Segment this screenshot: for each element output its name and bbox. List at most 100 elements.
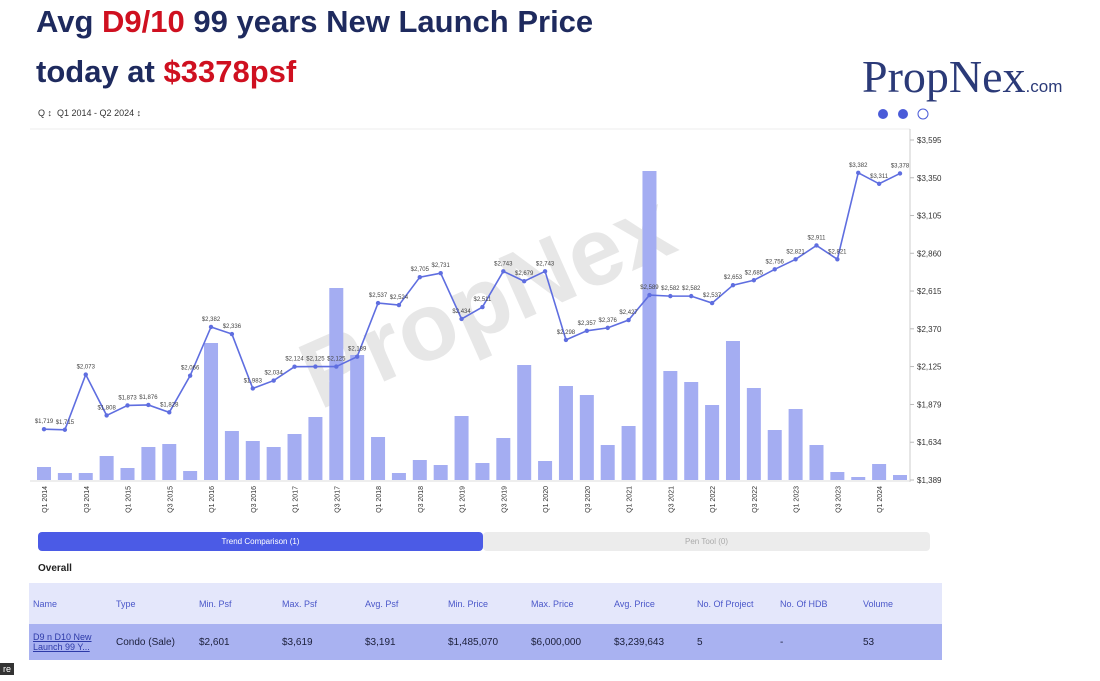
point: [354, 354, 360, 359]
bar: [893, 475, 907, 480]
y-tick-label: $2,615: [917, 287, 942, 296]
data-label: $2,524: [390, 295, 409, 301]
bar: [475, 463, 490, 480]
point: [689, 293, 694, 299]
bar: [224, 431, 239, 480]
period-type[interactable]: Q: [38, 108, 46, 118]
point: [292, 364, 297, 369]
point: [668, 293, 673, 299]
bar: [663, 371, 678, 480]
point: [605, 325, 610, 331]
data-label: $2,679: [515, 271, 534, 277]
x-tick-label: Q1 2018: [376, 486, 383, 513]
bar: [162, 444, 177, 480]
point: [125, 403, 130, 408]
x-tick-label: Q3 2020: [585, 486, 592, 513]
column-header: No. Of HDB: [776, 583, 859, 624]
column-header: Type: [112, 583, 195, 624]
column-header: Min. Price: [444, 583, 527, 624]
point: [41, 426, 47, 432]
table-cell: -: [776, 624, 859, 660]
point: [814, 243, 819, 248]
point: [835, 257, 840, 262]
data-label: $2,911: [808, 235, 827, 241]
tab[interactable]: Pen Tool (0): [483, 532, 930, 551]
bar: [204, 343, 219, 480]
bar: [558, 386, 573, 480]
bar: [37, 467, 51, 480]
chart-tool-icon[interactable]: [917, 108, 929, 120]
table-cell[interactable]: D9 n D10 New Launch 99 Y...: [29, 624, 112, 660]
data-label: $2,685: [745, 270, 764, 276]
x-tick-label: Q3 2015: [167, 486, 174, 513]
table-cell: $3,191: [361, 624, 444, 660]
y-tick-label: $3,595: [917, 136, 942, 145]
data-label: $2,125: [327, 357, 346, 363]
data-label: $2,743: [494, 261, 513, 267]
data-label: $2,298: [557, 330, 576, 336]
point: [62, 427, 68, 432]
data-label: $2,066: [181, 366, 200, 372]
point: [459, 316, 464, 322]
y-tick-label: $1,879: [917, 400, 942, 409]
price-line: [43, 171, 901, 431]
point: [501, 269, 506, 274]
title-text: 99 years New Launch Price: [193, 4, 594, 39]
x-tick-label: Q1 2020: [543, 486, 550, 513]
tab-active[interactable]: Trend Comparison (1): [38, 532, 483, 551]
point: [647, 292, 652, 298]
point: [480, 304, 485, 310]
point: [375, 300, 381, 306]
column-header: No. Of Project: [693, 583, 776, 624]
data-label: $1,719: [35, 419, 54, 425]
point: [772, 267, 777, 272]
data-label: $2,821: [786, 249, 805, 255]
bar: [412, 460, 427, 480]
x-tick-label: Q3 2023: [835, 486, 842, 513]
column-header: Volume: [859, 583, 942, 624]
data-label: $2,582: [661, 286, 680, 292]
table-cell: $3,619: [278, 624, 361, 660]
bar: [767, 430, 782, 480]
point: [334, 364, 339, 369]
header-row: Name Type Min. Psf Max. Psf Avg. Psf Min. Pri…: [29, 583, 942, 624]
point: [730, 282, 736, 288]
x-tick-label: Q1 2023: [794, 486, 801, 513]
bar: [266, 447, 281, 480]
data-label: $2,434: [452, 309, 471, 315]
point: [313, 364, 318, 369]
x-tick-label: Q3 2016: [251, 486, 258, 513]
chart-tool-icon[interactable]: [878, 109, 888, 119]
summary-table: Name Type Min. Psf Max. Psf Avg. Psf Min. Pri…: [29, 583, 942, 660]
data-label: $2,427: [619, 310, 638, 316]
bar: [496, 438, 511, 480]
y-tick-label: $1,634: [917, 438, 942, 447]
bar: [705, 405, 720, 480]
data-label: $2,821: [828, 249, 847, 255]
x-tick-label: Q1 2022: [710, 486, 717, 513]
column-header: Max. Price: [527, 583, 610, 624]
bar: [538, 461, 553, 480]
data-label: $2,589: [640, 285, 659, 291]
point: [563, 337, 569, 343]
x-tick-label: Q3 2021: [668, 486, 675, 513]
data-label: $2,073: [77, 365, 96, 371]
data-label: $2,357: [578, 321, 597, 327]
y-tick-label: $3,105: [917, 212, 942, 221]
period-range[interactable]: Q1 2014 - Q2 2024: [57, 108, 135, 118]
x-tick-label: Q1 2024: [877, 486, 884, 513]
bar: [433, 465, 448, 480]
bar: [371, 437, 386, 480]
y-tick-label: $2,370: [917, 325, 942, 334]
data-label: $2,756: [766, 259, 785, 265]
point: [187, 373, 193, 378]
chart-tool-icon[interactable]: [898, 109, 908, 119]
bar: [809, 445, 824, 480]
period-filter[interactable]: Q ↕ Q1 2014 - Q2 2024 ↕: [38, 108, 142, 118]
point: [856, 170, 861, 176]
data-label: $2,582: [682, 286, 701, 292]
x-tick-label: Q1 2016: [209, 486, 216, 513]
data-label: $2,376: [599, 318, 618, 324]
data-label: $2,705: [411, 267, 430, 273]
